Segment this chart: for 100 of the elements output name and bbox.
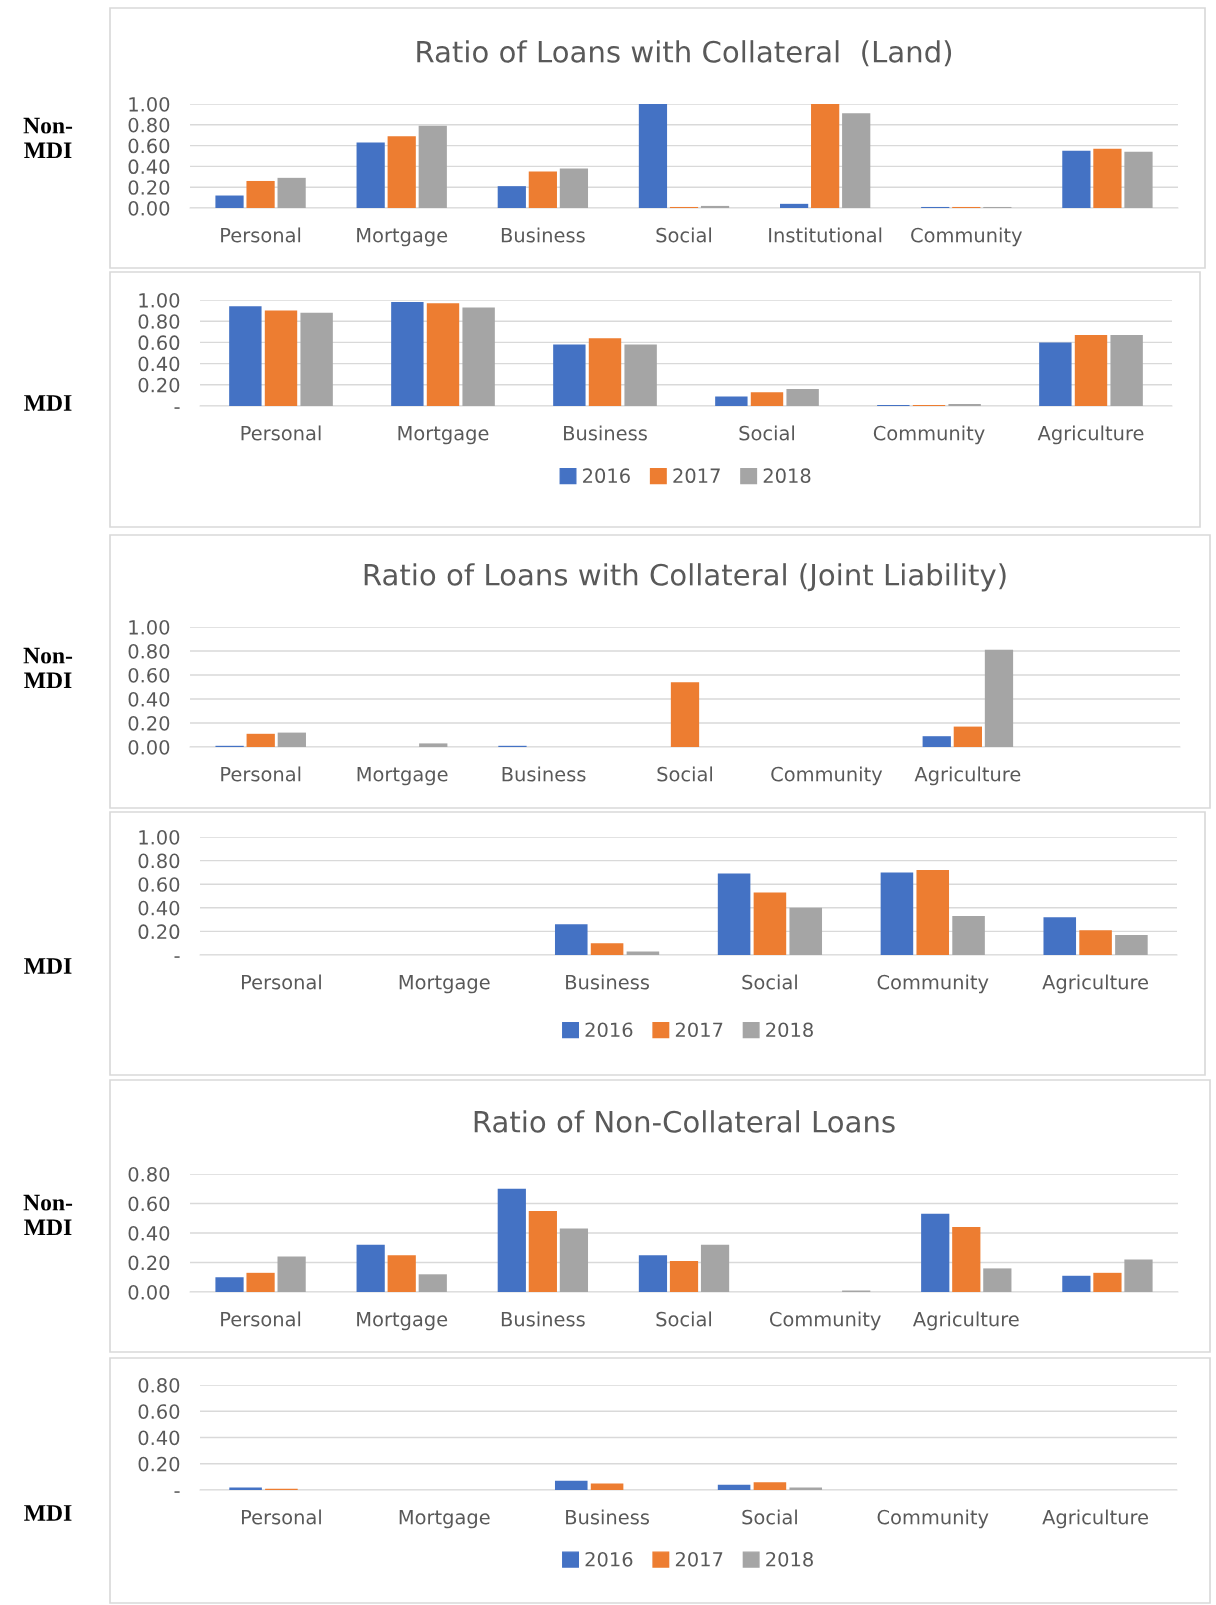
x-tick-label: Business — [501, 227, 585, 243]
y-tick-label: 0.40 — [138, 356, 180, 372]
y-tick-label: 1.00 — [139, 829, 180, 845]
y-tick-label: 0.60 — [128, 1196, 170, 1212]
bar — [418, 1274, 447, 1292]
y-tick-label: 0.60 — [138, 877, 180, 892]
bar — [387, 1255, 416, 1292]
bar — [1124, 151, 1153, 208]
bar — [528, 171, 557, 208]
x-tick-label: Personal — [242, 974, 321, 990]
bar — [215, 1277, 244, 1292]
bar — [246, 1272, 275, 1292]
y-tick-label: 1.00 — [139, 292, 180, 308]
legend-label: 2018 — [766, 1551, 813, 1567]
y-tick-label: 0.00 — [128, 200, 170, 216]
y-tick-label: 0.20 — [128, 715, 170, 731]
bar — [786, 389, 819, 406]
x-tick-label: Personal — [221, 766, 301, 782]
y-tick-label: 0.00 — [128, 1284, 170, 1300]
x-tick-label: Business — [502, 766, 586, 782]
bar — [497, 1188, 526, 1292]
x-tick-label: Social — [656, 227, 711, 243]
bar — [880, 872, 914, 955]
bar — [952, 1227, 981, 1292]
bar — [559, 168, 589, 208]
y-tick-label: 0.80 — [128, 117, 170, 133]
y-tick-label: - — [174, 1491, 180, 1493]
y-tick-label: 0.40 — [138, 1430, 180, 1446]
bar — [1110, 334, 1143, 406]
legend-label: 2016 — [583, 468, 630, 484]
x-tick-label: Business — [566, 1509, 650, 1525]
x-tick-label: Agriculture — [1042, 974, 1149, 994]
bar — [789, 1487, 823, 1490]
y-tick-label: 0.00 — [128, 739, 170, 755]
bar — [590, 943, 624, 955]
y-tick-label: 0.40 — [128, 1225, 170, 1241]
y-tick-label: 0.80 — [128, 643, 170, 659]
bar — [1043, 917, 1077, 955]
legend-label: 2016 — [585, 1022, 633, 1038]
bar — [1093, 1272, 1122, 1292]
x-tick-label: Community — [877, 1509, 989, 1529]
bar — [588, 338, 622, 406]
bar — [277, 732, 306, 747]
bar — [626, 951, 660, 955]
bar — [921, 1213, 950, 1292]
bar — [229, 1487, 262, 1490]
x-tick-label: Community — [769, 1311, 881, 1331]
x-tick-label: Personal — [221, 1311, 301, 1327]
bar — [624, 344, 657, 406]
bar — [953, 726, 982, 747]
x-tick-label: Mortgage — [357, 767, 448, 786]
y-tick-label: 0.80 — [138, 1377, 180, 1393]
y-tick-label: 1.00 — [129, 96, 170, 112]
x-tick-label: Business — [564, 425, 647, 441]
legend-label: 2016 — [585, 1551, 633, 1567]
x-tick-label: Personal — [242, 1509, 321, 1525]
y-tick-label: 0.20 — [138, 924, 180, 940]
x-tick-label: Social — [739, 425, 794, 441]
legend-label: 2017 — [675, 1022, 723, 1038]
bar — [387, 136, 416, 208]
bar — [983, 1268, 1012, 1292]
bar — [715, 396, 748, 406]
x-tick-label: Agriculture — [912, 1311, 1019, 1331]
y-tick-label: - — [174, 407, 180, 409]
legend-label: 2017 — [673, 468, 720, 484]
bar — [1062, 150, 1091, 208]
bar — [246, 180, 275, 208]
bar — [277, 177, 306, 208]
legend-label: 2018 — [763, 468, 811, 484]
bar — [554, 924, 588, 955]
bar — [717, 873, 751, 955]
y-tick-label: 0.60 — [138, 335, 180, 351]
bar — [300, 312, 333, 406]
x-tick-label: Social — [742, 974, 797, 990]
bar — [789, 907, 823, 955]
x-tick-label: Mortgage — [399, 1510, 490, 1529]
x-tick-label: Personal — [241, 425, 321, 441]
y-tick-label: 0.20 — [138, 377, 180, 393]
chart-title: Ratio of Loans with Collateral (Joint Liability) — [364, 563, 1006, 592]
y-tick-label: 0.60 — [128, 667, 170, 683]
text: Non-MDI — [23, 647, 73, 689]
bar — [553, 344, 586, 406]
x-tick-label: Business — [501, 1311, 585, 1327]
x-tick-label: Community — [873, 425, 985, 445]
x-tick-label: Personal — [221, 227, 301, 243]
bar — [418, 125, 447, 208]
bar — [842, 113, 871, 208]
bar — [700, 205, 730, 208]
y-tick-label: 0.80 — [128, 1166, 170, 1182]
bar — [215, 195, 244, 208]
y-tick-label: 0.20 — [138, 1456, 180, 1472]
bar — [264, 310, 298, 406]
x-tick-label: Agriculture — [1042, 1509, 1149, 1529]
bar — [984, 649, 1014, 747]
bar — [811, 104, 840, 208]
bar — [528, 1210, 557, 1292]
x-tick-label: Agriculture — [914, 766, 1021, 786]
bar — [700, 1244, 730, 1292]
bar — [426, 303, 460, 406]
legend-label: 2018 — [766, 1022, 813, 1038]
